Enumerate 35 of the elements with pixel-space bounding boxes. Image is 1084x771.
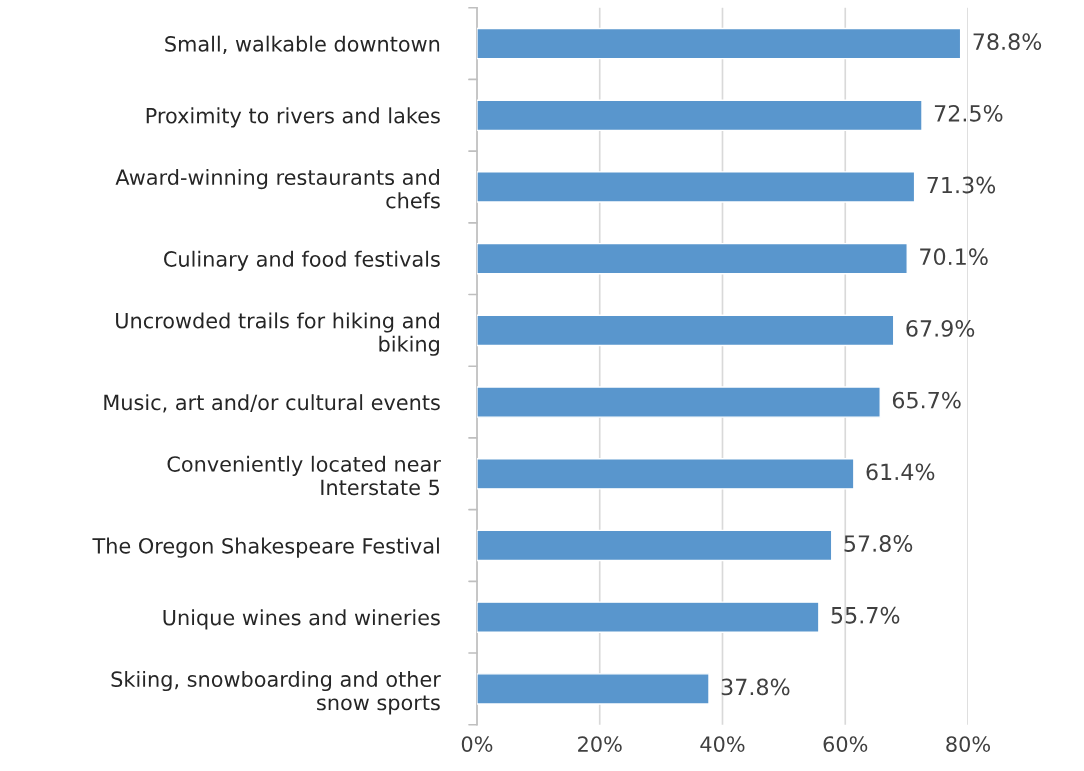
data-label: 65.7% <box>892 391 961 409</box>
x-tick-label: 0% <box>461 736 493 752</box>
y-tick-label: Small, walkable downtown <box>165 35 440 54</box>
bar <box>476 529 833 562</box>
y-tick-label: The Oregon Shakespeare Festival <box>92 537 439 558</box>
bar <box>476 386 881 418</box>
y-tick-label: Music, art and/or cultural events <box>104 394 440 413</box>
y-tick-label: Conveniently located near Interstate 5 <box>167 455 441 496</box>
bar <box>476 314 895 347</box>
y-tick-label: Award-winning restaurants and chefs <box>115 168 440 209</box>
data-label: 67.9% <box>906 320 975 337</box>
data-label: 55.7% <box>831 606 900 624</box>
y-tick-label: Skiing, snowboarding and other snow sports <box>111 670 441 715</box>
data-label: 72.5% <box>934 104 1003 122</box>
bar <box>476 673 710 705</box>
data-label: 70.1% <box>920 248 988 266</box>
bar <box>476 601 820 633</box>
y-tick-label: Unique wines and wineries <box>163 609 440 630</box>
x-tick-label: 40% <box>700 736 745 752</box>
bar <box>476 242 908 275</box>
bar <box>476 458 855 490</box>
y-tick-label: Proximity to rivers and lakes <box>146 107 440 128</box>
x-tick-label: 60% <box>823 736 868 752</box>
data-label: 78.8% <box>973 33 1042 51</box>
bar <box>476 27 962 60</box>
data-label: 61.4% <box>866 463 935 481</box>
bar <box>476 99 923 132</box>
x-tick-label: 20% <box>578 736 622 752</box>
y-tick-label: Uncrowded trails for hiking and biking <box>116 312 439 356</box>
bar <box>476 171 916 203</box>
data-label: 37.8% <box>721 678 790 696</box>
y-tick-label: Culinary and food festivals <box>164 250 440 271</box>
x-tick-label: 80% <box>946 736 991 752</box>
data-label: 57.8% <box>844 535 913 552</box>
data-label: 71.3% <box>927 176 996 194</box>
